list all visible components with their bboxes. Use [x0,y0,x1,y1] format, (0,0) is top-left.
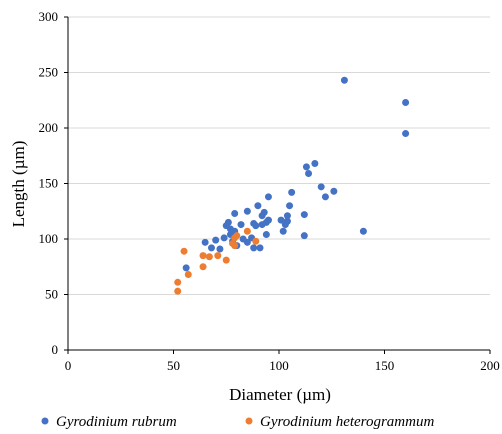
data-point-gyrodinium-rubrum-30 [264,193,272,201]
data-point-gyrodinium-rubrum-23 [256,244,264,252]
data-point-gyrodinium-rubrum-3 [212,236,220,244]
y-axis-title: Length (µm) [9,141,28,228]
data-point-gyrodinium-heterogrammum-6 [205,253,213,261]
x-tick-label: 50 [167,358,180,373]
data-point-gyrodinium-rubrum-16 [243,238,251,246]
data-point-gyrodinium-rubrum-21 [252,222,260,230]
y-tick-label: 100 [39,231,59,246]
x-axis-title: Diameter (µm) [229,385,331,404]
data-point-gyrodinium-rubrum-4 [216,245,224,253]
y-tick-label: 0 [52,342,59,357]
y-tick-label: 200 [39,120,59,135]
data-point-gyrodinium-heterogrammum-5 [199,252,207,260]
x-tick-label: 0 [65,358,72,373]
x-tick-label: 100 [269,358,289,373]
data-point-gyrodinium-rubrum-43 [317,183,325,191]
y-tick-label: 50 [45,287,58,302]
data-point-gyrodinium-rubrum-0 [182,264,190,272]
data-point-gyrodinium-rubrum-27 [262,231,270,239]
data-point-gyrodinium-rubrum-38 [300,232,308,240]
data-point-gyrodinium-rubrum-41 [305,170,313,178]
gridlines [68,16,490,295]
y-tick-label: 300 [39,9,59,24]
data-point-gyrodinium-rubrum-26 [260,208,268,216]
data-point-gyrodinium-rubrum-35 [283,212,291,220]
data-points [174,76,410,295]
data-point-gyrodinium-heterogrammum-10 [231,242,239,250]
data-point-gyrodinium-rubrum-11 [231,209,239,217]
legend-marker-gyrodinium-rubrum [41,417,49,425]
data-point-gyrodinium-heterogrammum-2 [180,247,188,255]
data-point-gyrodinium-rubrum-36 [286,202,294,210]
data-point-gyrodinium-rubrum-17 [243,207,251,215]
data-point-gyrodinium-rubrum-40 [302,163,310,171]
data-point-gyrodinium-heterogrammum-14 [252,237,260,245]
data-point-gyrodinium-rubrum-49 [402,130,410,138]
data-point-gyrodinium-rubrum-22 [254,202,262,210]
data-point-gyrodinium-rubrum-5 [220,234,228,242]
data-point-gyrodinium-rubrum-37 [288,188,296,196]
data-point-gyrodinium-heterogrammum-8 [222,256,230,264]
data-point-gyrodinium-heterogrammum-3 [184,271,192,279]
data-point-gyrodinium-heterogrammum-4 [199,263,207,271]
data-point-gyrodinium-rubrum-1 [201,238,209,246]
data-point-gyrodinium-heterogrammum-13 [243,227,251,235]
data-point-gyrodinium-heterogrammum-7 [214,252,222,260]
x-tick-label: 200 [480,358,500,373]
legend-marker-gyrodinium-heterogrammum [245,417,253,425]
legend-label-gyrodinium-heterogrammum: Gyrodinium heterogrammum [260,414,434,430]
data-point-gyrodinium-rubrum-42 [311,160,319,168]
data-point-gyrodinium-rubrum-29 [264,216,272,224]
data-point-gyrodinium-rubrum-31 [277,216,285,224]
data-point-gyrodinium-rubrum-32 [279,227,287,235]
data-point-gyrodinium-rubrum-46 [340,76,348,84]
legend: Gyrodinium rubrum Gyrodinium heterogramm… [41,414,434,430]
data-point-gyrodinium-rubrum-7 [224,218,232,226]
data-point-gyrodinium-heterogrammum-1 [174,278,182,286]
x-tick-label: 150 [375,358,395,373]
y-tick-label: 150 [39,176,59,191]
data-point-gyrodinium-rubrum-44 [321,193,329,201]
data-point-gyrodinium-rubrum-34 [283,217,291,225]
data-point-gyrodinium-rubrum-2 [207,244,215,252]
data-point-gyrodinium-rubrum-39 [300,211,308,219]
data-point-gyrodinium-rubrum-19 [250,244,258,252]
data-point-gyrodinium-heterogrammum-12 [233,232,241,240]
data-point-gyrodinium-rubrum-45 [330,187,338,195]
data-point-gyrodinium-rubrum-48 [402,98,410,106]
data-point-gyrodinium-rubrum-14 [237,221,245,229]
y-tick-labels: 0 50 100 150 200 250 300 [39,9,68,357]
legend-label-gyrodinium-rubrum: Gyrodinium rubrum [56,414,177,430]
data-point-gyrodinium-heterogrammum-0 [174,287,182,295]
y-tick-label: 250 [39,65,59,80]
x-tick-labels: 0 50 100 150 200 [65,350,500,373]
data-point-gyrodinium-rubrum-47 [359,227,367,235]
